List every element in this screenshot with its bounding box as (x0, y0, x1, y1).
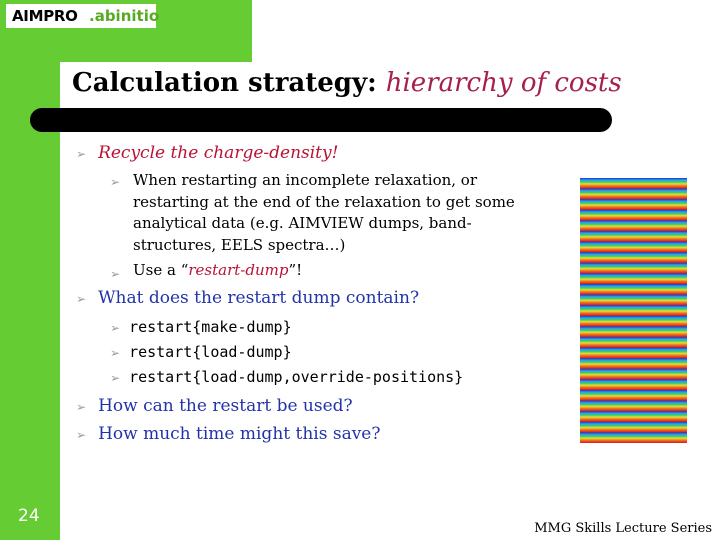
sub-bullet-1-2-text: Use a “restart-dump”! (133, 261, 302, 279)
title-divider-bar (30, 108, 612, 132)
bullet-arrow-icon: ➢ (110, 371, 121, 385)
logo-text-sub: .abinitio (89, 7, 160, 25)
sub-bullet-1-1-line: analytical data (e.g. AIMVIEW dumps, ban… (133, 214, 472, 232)
sub-bullet-1-1-line: structures, EELS spectra…) (133, 235, 346, 254)
title-highlight: hierarchy of costs (385, 68, 622, 98)
sub-bullet-1-1: ➢ (110, 171, 120, 190)
sub-bullet-1-1-line: restarting at the end of the relaxation … (133, 192, 515, 211)
slide-title: Calculation strategy: hierarchy of costs (72, 68, 622, 98)
code-make-dump: restart{make-dump} (129, 318, 292, 336)
sub-bullet-1-2-post: ”! (288, 261, 303, 279)
bullet-3-text: How can the restart be used? (98, 396, 353, 416)
bullet-arrow-icon: ➢ (76, 292, 87, 306)
bullet-item-3: ➢ How can the restart be used? (76, 396, 353, 416)
bullet-arrow-icon: ➢ (110, 267, 121, 281)
sub-bullet-1-2-pre: Use a “ (133, 261, 189, 279)
sub-bullet-2-1: ➢ restart{make-dump} (110, 317, 292, 336)
restart-dump-term: restart-dump (188, 261, 289, 279)
sub-bullet-2-2: ➢ restart{load-dump} (110, 342, 292, 361)
bullet-arrow-icon: ➢ (76, 400, 87, 414)
footer-series: MMG Skills Lecture Series (534, 521, 712, 536)
bullet-item-4: ➢ How much time might this save? (76, 424, 380, 444)
bullet-item-2: ➢ What does the restart dump contain? (76, 288, 419, 308)
bullet-item-1: ➢ Recycle the charge-density! (76, 143, 338, 163)
bullet-arrow-icon: ➢ (76, 147, 87, 161)
sub-bullet-1-1-line: When restarting an incomplete relaxation… (133, 171, 478, 189)
bullet-1-text: Recycle the charge-density! (98, 143, 339, 163)
bullet-arrow-icon: ➢ (110, 175, 121, 189)
bullet-arrow-icon: ➢ (110, 346, 121, 360)
charge-density-image (580, 178, 687, 443)
logo-text-main: AIMPRO (12, 7, 78, 25)
sub-bullet-1-1-text: When restarting an incomplete relaxation… (133, 170, 515, 256)
title-background (60, 62, 620, 110)
code-override-positions: restart{load-dump,override-positions} (129, 368, 464, 386)
sub-bullet-2-3: ➢ restart{load-dump,override-positions} (110, 367, 463, 386)
bullet-arrow-icon: ➢ (76, 428, 87, 442)
bullet-4-text: How much time might this save? (98, 424, 381, 444)
code-load-dump: restart{load-dump} (129, 343, 292, 361)
bullet-arrow-icon: ➢ (110, 321, 121, 335)
page-number: 24 (18, 506, 40, 526)
aimpro-logo: AIMPRO .abinitio (6, 4, 160, 28)
bullet-2-text: What does the restart dump contain? (98, 288, 420, 308)
title-main: Calculation strategy: (72, 68, 386, 98)
sidebar-green-band (0, 62, 60, 540)
sub-bullet-1-2: ➢ (110, 263, 120, 282)
